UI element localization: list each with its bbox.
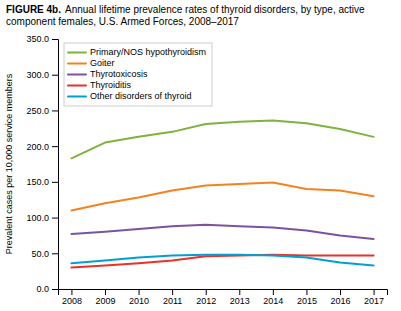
x-tick-mark [139,289,140,295]
legend: Primary/NOS hypothyroidismGoiterThyrotox… [64,43,212,106]
y-tick-label: 0.0 [36,284,49,294]
x-tick-mark [374,289,375,295]
lines [71,120,373,267]
y-tick-mark [52,182,58,183]
x-tick-mark [71,289,72,295]
y-tick-mark [52,253,58,254]
x-tick-mark [239,289,240,295]
y-tick-mark [52,110,58,111]
x-tick-label: 2012 [196,296,216,306]
x-tick: 2014 [263,289,283,306]
x-tick: 2012 [196,289,216,306]
legend-swatch [68,63,86,65]
y-axis-line [52,40,59,290]
x-tick: 2015 [297,289,317,306]
legend-label: Primary/NOS hypothyroidism [90,47,206,57]
y-tick-mark [52,75,58,76]
legend-label: Goiter [90,58,115,68]
y-tick-label: 200.0 [26,142,49,152]
subtitle: Annual lifetime prevalence rates of thyr… [6,4,367,27]
x-tick-label: 2016 [330,296,350,306]
legend-label: Thyroiditis [90,80,132,90]
legend-item: Goiter [68,58,115,68]
legend-swatch [68,85,86,87]
y-tick-label: 150.0 [26,177,49,187]
x-tick-label: 2014 [263,296,283,306]
x-tick-label: 2017 [364,296,384,306]
x-tick: 2009 [95,289,115,306]
series-line [71,255,373,268]
y-tick: 100.0 [26,213,58,223]
series-line [71,120,373,158]
subtitle-line: Annual lifetime prevalence rates of thyr… [65,4,367,15]
y-tick: 0.0 [36,284,58,294]
y-tick-mark [52,218,58,219]
title: FIGURE 4b. [6,4,61,15]
x-tick-label: 2013 [230,296,250,306]
x-axis: 2008 2009 2010 2011 2012 2013 2014 2015 2016 2017 [59,289,388,306]
x-tick-mark [340,289,341,295]
series-line [71,183,373,211]
y-axis-label: Prevalent cases per 10,000 service membe… [4,73,14,254]
y-tick-label: 300.0 [26,70,49,80]
x-tick: 2016 [330,289,350,306]
y-tick: 250.0 [26,106,58,116]
legend-item: Thyrotoxicosis [68,69,148,79]
y-tick: 200.0 [26,142,58,152]
y-tick: 50.0 [31,249,58,259]
legend-label: Thyrotoxicosis [90,69,148,79]
y-tick-mark [52,289,58,290]
y-tick-label: 100.0 [26,213,49,223]
x-tick-mark [105,289,106,295]
y-tick: 150.0 [26,177,58,187]
y-tick-label: 350.0 [26,34,49,44]
x-tick-label: 2010 [129,296,149,306]
x-tick: 2008 [62,289,82,306]
legend-label: Other disorders of thyroid [90,91,192,101]
legend-item: Other disorders of thyroid [68,91,192,101]
series-line [71,225,373,239]
legend-swatch [68,96,86,98]
legend-swatch [68,52,86,54]
y-tick-label: 50.0 [31,249,49,259]
legend-box [64,43,212,106]
y-tick-label: 250.0 [26,106,49,116]
y-tick-mark [52,39,58,40]
x-tick-label: 2011 [163,296,182,306]
y-axis: 0.0 50.0 100.0 150.0 200.0 250.0 300.0 350.0 [26,34,58,294]
chart: FIGURE 4b. Annual lifetime prevalence rat… [0,0,401,311]
x-tick-label: 2009 [95,296,115,306]
x-tick-mark [273,289,274,295]
x-tick: 2011 [163,289,182,306]
legend-item: Primary/NOS hypothyroidism [68,47,206,57]
x-tick-label: 2008 [62,296,82,306]
x-tick-label: 2015 [297,296,317,306]
x-tick: 2013 [230,289,250,306]
x-tick: 2017 [364,289,384,306]
legend-item: Thyroiditis [68,80,132,90]
y-tick: 350.0 [26,34,58,44]
series-line [71,255,373,266]
x-tick-mark [172,289,173,295]
x-tick: 2010 [129,289,149,306]
legend-swatch [68,74,86,76]
x-axis-line [59,290,388,296]
y-tick: 300.0 [26,70,58,80]
y-tick-mark [52,146,58,147]
subtitle-line: component females, U.S. Armed Forces, 20… [6,16,239,27]
x-tick-mark [306,289,307,295]
plot: 2008 2009 2010 2011 2012 2013 2014 2015 2016 2017… [26,34,387,306]
x-tick-mark [206,289,207,295]
